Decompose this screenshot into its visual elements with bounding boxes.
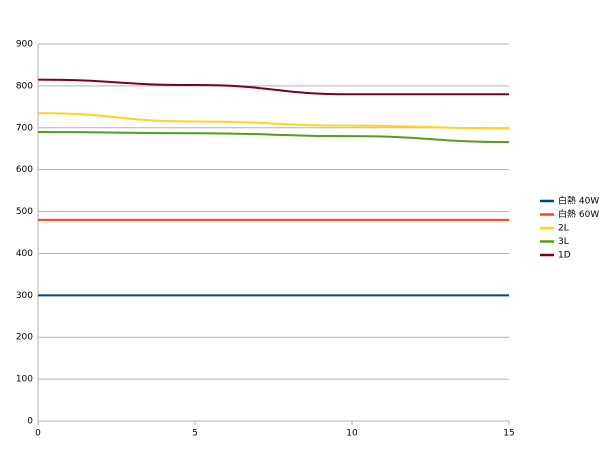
legend-label: 2L: [558, 224, 569, 234]
legend-label: 3L: [558, 237, 569, 247]
legend-label: 1D: [558, 251, 571, 261]
y-tick-label: 400: [16, 249, 33, 259]
y-tick-label: 300: [16, 291, 33, 301]
y-tick-label: 500: [16, 207, 33, 217]
series-line: [37, 112, 510, 130]
x-tick-label: 15: [503, 429, 514, 439]
y-tick-label: 100: [16, 375, 33, 385]
x-tick-label: 5: [192, 429, 198, 439]
x-tick-label: 0: [35, 429, 41, 439]
y-tick-label: 800: [16, 81, 33, 91]
series-line: [37, 78, 509, 96]
legend-label: 白熱 40W: [558, 195, 599, 207]
x-tick-label: 10: [346, 429, 358, 439]
series-line: [37, 130, 510, 144]
legend-label: 白熱 60W: [558, 208, 599, 220]
y-tick-label: 900: [16, 40, 33, 50]
y-tick-label: 600: [16, 165, 33, 175]
y-tick-label: 700: [16, 123, 33, 133]
y-tick-label: 0: [27, 417, 33, 427]
y-tick-label: 200: [16, 333, 33, 343]
